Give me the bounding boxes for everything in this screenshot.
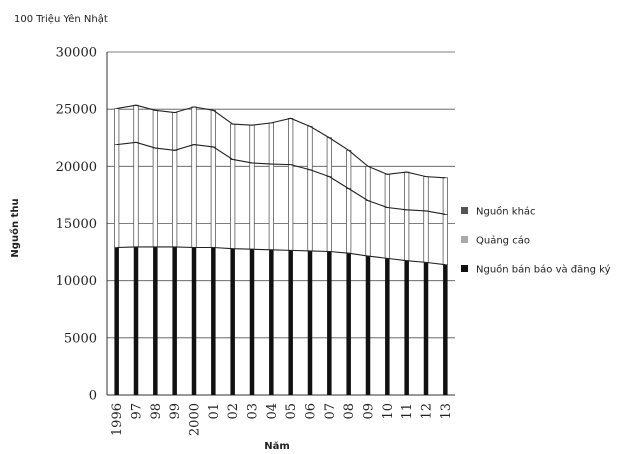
bar-advertising	[404, 209, 410, 262]
bar-other	[307, 125, 313, 171]
bar-advertising	[365, 200, 371, 257]
bar-other	[210, 109, 216, 148]
legend-swatch	[461, 236, 468, 243]
x-tick-label: 1996	[110, 403, 125, 436]
legend-label: Nguồn bán báo và đăng ký	[476, 264, 611, 276]
line-advertising-top	[116, 141, 446, 215]
x-tick-label: 05	[284, 403, 299, 420]
bar-advertising	[346, 188, 352, 254]
bar-subscription	[443, 264, 448, 395]
x-tick-label: 97	[130, 403, 145, 420]
y-tick-label: 15000	[56, 217, 97, 232]
x-tick-label: 06	[304, 403, 319, 420]
legend-label: Nguồn khác	[476, 206, 536, 218]
bar-other	[249, 124, 255, 164]
bar-other	[326, 137, 332, 177]
bar-advertising	[210, 146, 216, 248]
x-tick-label: 02	[226, 403, 241, 420]
bar-subscription	[172, 246, 177, 395]
bar-other	[152, 109, 158, 149]
bar-advertising	[288, 164, 294, 251]
bar-subscription	[346, 253, 351, 395]
bar-other	[365, 165, 371, 201]
x-tick-label: 98	[149, 403, 164, 420]
x-tick-label: 07	[323, 403, 338, 420]
bar-other	[404, 171, 410, 211]
line-total-top	[116, 104, 446, 179]
bar-other	[191, 106, 197, 145]
bar-advertising	[268, 163, 274, 251]
bar-subscription	[249, 249, 255, 395]
x-tick-label: 04	[265, 403, 280, 420]
y-tick-label: 20000	[56, 160, 97, 175]
bar-other	[346, 149, 352, 189]
y-tick-label: 30000	[56, 46, 97, 61]
x-tick-label: 11	[400, 403, 415, 420]
x-tick-label: 03	[246, 403, 261, 420]
bar-advertising	[423, 210, 429, 263]
bar-other	[268, 122, 274, 165]
bar-subscription	[211, 247, 216, 395]
bar-subscription	[269, 249, 274, 395]
x-axis-title: Năm	[264, 441, 290, 452]
bar-subscription	[404, 260, 409, 395]
bar-subscription	[191, 247, 197, 395]
bar-subscription	[230, 248, 235, 395]
bar-advertising	[326, 176, 332, 252]
bar-advertising	[442, 214, 448, 266]
legend-label: Quảng cáo	[476, 235, 530, 247]
bar-subscription	[288, 250, 293, 395]
bar-subscription	[365, 256, 371, 395]
bar-other	[133, 104, 139, 143]
bar-subscription	[153, 246, 158, 395]
y-tick-label: 10000	[56, 274, 97, 289]
bar-other	[442, 177, 448, 215]
bar-advertising	[249, 162, 255, 250]
y-tick-label: 5000	[64, 331, 97, 346]
line-subscription-top	[116, 246, 446, 266]
bar-other	[114, 108, 120, 145]
legend-swatch	[461, 265, 468, 272]
bar-advertising	[133, 141, 139, 248]
bar-advertising	[307, 169, 313, 252]
bar-subscription	[327, 251, 332, 395]
unit-label: 100 Triệu Yên Nhật	[14, 13, 108, 25]
bar-other	[384, 173, 390, 208]
bar-subscription	[307, 250, 313, 395]
y-axis-title: Nguồn thu	[8, 198, 21, 257]
bar-other	[288, 117, 294, 165]
bar-advertising	[230, 159, 236, 250]
y-tick-label: 0	[89, 389, 97, 404]
bar-subscription	[114, 247, 119, 395]
bar-advertising	[152, 147, 158, 248]
bar-other	[423, 176, 429, 212]
x-tick-label: 01	[207, 403, 222, 420]
bar-advertising	[191, 144, 197, 248]
x-tick-label: 10	[381, 403, 396, 420]
bar-advertising	[384, 207, 390, 259]
bar-advertising	[114, 144, 120, 248]
x-tick-label: 99	[168, 403, 183, 420]
x-tick-label: 08	[342, 403, 357, 420]
legend-swatch	[461, 207, 468, 214]
y-tick-label: 25000	[56, 103, 97, 118]
bar-other	[230, 123, 236, 160]
bar-subscription	[133, 246, 139, 395]
x-tick-label: 12	[420, 403, 435, 420]
bar-subscription	[385, 258, 390, 395]
x-tick-label: 13	[439, 403, 454, 420]
x-tick-label: 2000	[188, 403, 203, 436]
x-tick-label: 09	[362, 403, 377, 420]
bar-advertising	[172, 149, 178, 248]
bar-other	[172, 112, 178, 151]
bar-subscription	[423, 262, 429, 395]
